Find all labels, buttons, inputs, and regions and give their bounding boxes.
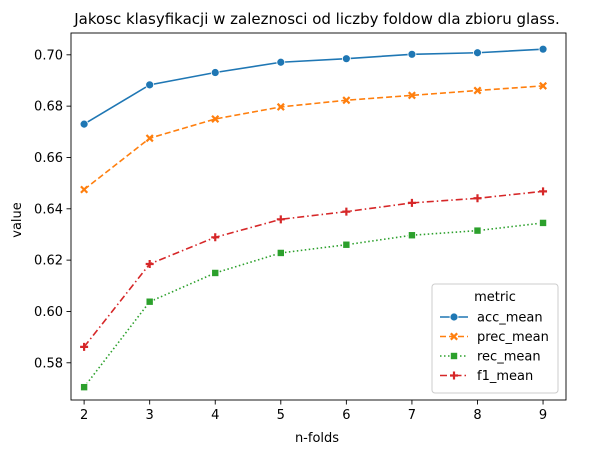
data-point-prec_mean-9 bbox=[539, 81, 548, 90]
data-point-f1_mean-9 bbox=[539, 187, 548, 196]
data-point-acc_mean-7 bbox=[407, 49, 417, 59]
y-tick-label: 0.64 bbox=[34, 202, 63, 217]
data-point-rec_mean-8 bbox=[473, 226, 482, 235]
legend-item-f1_mean: f1_mean bbox=[440, 369, 533, 384]
legend-item-rec_mean: rec_mean bbox=[440, 350, 541, 365]
legend: metric acc_mean prec_mean rec_mean f1_mean bbox=[431, 283, 559, 394]
data-point-f1_mean-2 bbox=[80, 342, 89, 351]
data-point-acc_mean-8 bbox=[473, 48, 482, 58]
data-point-prec_mean-8 bbox=[473, 86, 482, 95]
series-line-rec_mean bbox=[83, 222, 544, 388]
data-point-rec_mean-4 bbox=[211, 268, 220, 277]
legend-marker-prec_mean bbox=[450, 332, 458, 341]
series-acc_mean bbox=[79, 44, 548, 129]
data-point-f1_mean-6 bbox=[342, 207, 351, 216]
y-tick-label: 0.58 bbox=[34, 356, 63, 371]
x-tick-label: 9 bbox=[539, 408, 547, 423]
data-point-rec_mean-6 bbox=[342, 240, 351, 249]
data-point-prec_mean-7 bbox=[407, 91, 416, 100]
data-point-f1_mean-3 bbox=[145, 259, 154, 268]
x-tick-label: 4 bbox=[211, 408, 219, 423]
data-point-rec_mean-3 bbox=[145, 297, 154, 306]
legend-label: rec_mean bbox=[477, 350, 541, 365]
x-tick-label: 6 bbox=[342, 408, 350, 423]
series-prec_mean bbox=[80, 81, 548, 194]
series-layer bbox=[79, 44, 548, 392]
legend-label: f1_mean bbox=[477, 369, 533, 384]
x-tick-label: 7 bbox=[408, 408, 416, 423]
data-point-prec_mean-4 bbox=[211, 114, 220, 123]
series-line-acc_mean bbox=[83, 48, 544, 125]
data-point-rec_mean-5 bbox=[276, 248, 285, 257]
y-tick-label: 0.70 bbox=[34, 48, 63, 63]
data-point-acc_mean-9 bbox=[538, 44, 548, 54]
data-point-prec_mean-2 bbox=[80, 185, 89, 194]
data-point-prec_mean-5 bbox=[276, 102, 285, 111]
series-line-f1_mean bbox=[83, 190, 544, 348]
axes-frame bbox=[70, 32, 567, 401]
data-point-acc_mean-2 bbox=[79, 119, 89, 129]
legend-box bbox=[431, 283, 559, 394]
data-point-prec_mean-6 bbox=[342, 96, 351, 105]
data-point-acc_mean-5 bbox=[276, 57, 286, 67]
legend-marker-f1_mean bbox=[450, 371, 458, 380]
legend-marker-acc_mean bbox=[449, 312, 459, 322]
x-tick-label: 8 bbox=[473, 408, 481, 423]
legend-title: metric bbox=[474, 290, 516, 305]
data-point-acc_mean-3 bbox=[145, 80, 155, 90]
x-axis-label: n-folds bbox=[295, 431, 339, 446]
plot-area: 2 3 4 5 6 7 8 9 0.58 0.60 0.62 0.64 0.66 0.68 0.70 bbox=[34, 32, 567, 423]
data-point-prec_mean-3 bbox=[145, 134, 154, 143]
x-tick-label: 5 bbox=[277, 408, 285, 423]
data-point-rec_mean-2 bbox=[80, 383, 89, 392]
series-line-prec_mean bbox=[83, 85, 544, 191]
legend-label: acc_mean bbox=[477, 311, 543, 326]
data-point-f1_mean-8 bbox=[473, 194, 482, 203]
data-point-rec_mean-7 bbox=[407, 231, 416, 240]
series-rec_mean bbox=[80, 218, 548, 392]
data-point-acc_mean-6 bbox=[341, 54, 351, 64]
legend-label: prec_mean bbox=[477, 330, 549, 345]
y-tick-label: 0.62 bbox=[34, 254, 63, 269]
y-tick-label: 0.66 bbox=[34, 151, 63, 166]
legend-item-acc_mean: acc_mean bbox=[440, 311, 543, 326]
x-tick-label: 3 bbox=[146, 408, 154, 423]
legend-marker-rec_mean bbox=[449, 351, 458, 360]
y-tick-label: 0.60 bbox=[34, 305, 63, 320]
chart-title: Jakosc klasyfikacji w zaleznosci od licz… bbox=[73, 10, 560, 28]
data-point-f1_mean-7 bbox=[407, 198, 416, 207]
data-point-rec_mean-9 bbox=[539, 218, 548, 227]
y-tick-label: 0.68 bbox=[34, 100, 63, 115]
data-point-f1_mean-4 bbox=[211, 233, 220, 242]
data-point-f1_mean-5 bbox=[276, 215, 285, 224]
y-axis-label: value bbox=[10, 202, 25, 238]
legend-item-prec_mean: prec_mean bbox=[440, 330, 549, 345]
series-f1_mean bbox=[80, 187, 548, 351]
data-point-acc_mean-4 bbox=[210, 68, 220, 77]
x-tick-label: 2 bbox=[80, 408, 88, 423]
